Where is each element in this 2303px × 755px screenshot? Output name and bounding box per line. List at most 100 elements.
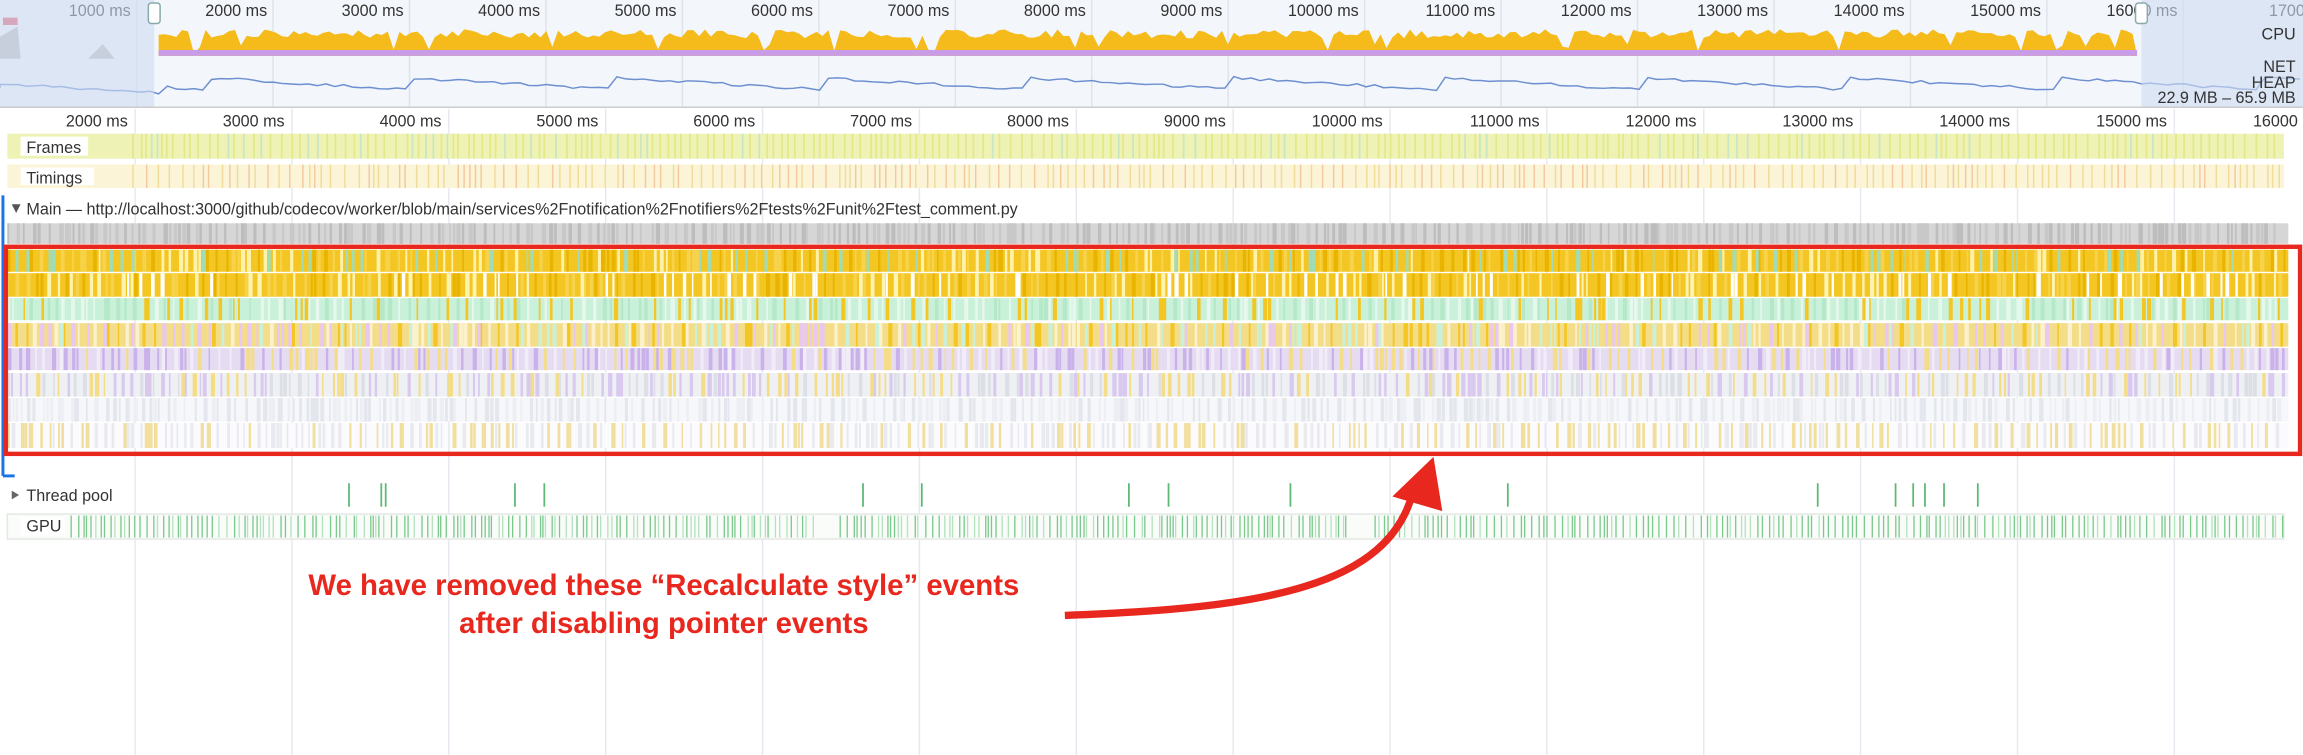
window-handle-right[interactable] [2134,2,2149,25]
flame-event [2056,273,2059,297]
flame-event [810,323,812,347]
timing [202,164,205,189]
flame-event [565,273,569,297]
flame-event [1055,273,1060,297]
flame-event [1342,273,1347,297]
flame-event [1904,249,1906,272]
flame-event [1273,273,1276,297]
flame-event [1836,348,1841,371]
flame-event [1432,373,1436,397]
flame-event [1876,298,1880,321]
flame-event [349,298,352,321]
flame-event [1963,398,1968,422]
flame-event [822,249,827,272]
gpu-event [471,515,473,538]
flame-event [932,373,935,397]
flame-event [478,249,482,272]
flame-event [793,249,797,272]
flame-event [586,398,591,422]
flame-event [2225,249,2229,272]
gpu-event [951,515,954,538]
window-handle-left[interactable] [147,2,161,25]
gpu-event [1342,515,1345,538]
frame [1042,133,1045,159]
gpu-event [1473,515,1475,538]
flame-event [1116,223,1118,244]
flame-event [1490,298,1494,321]
frame [1464,133,1466,159]
flame-event [1067,348,1072,371]
flame-event [1447,323,1451,347]
flame-event [28,423,34,448]
gpu-event [1151,515,1153,538]
flame-event [1055,348,1059,371]
flame-event [2189,348,2191,371]
flame-event [288,348,294,371]
flame-event [2036,323,2038,347]
expand-arrow[interactable] [11,204,21,213]
flame-event [861,249,866,272]
flame-event [1000,348,1003,371]
flame-event [517,348,519,371]
flame-event [1916,298,1920,321]
gpu-event [1729,515,1731,538]
timing [677,164,680,189]
flame-event [1898,273,1902,297]
flame-event [1552,348,1558,371]
thread-event [1912,483,1915,507]
flame-event [791,348,796,371]
gpu-event [1224,515,1227,538]
flame-event [396,373,399,397]
gpu-event [576,515,578,538]
flame-event [2230,348,2234,371]
flame-event [2074,223,2080,244]
flame-event [456,223,461,244]
gpu-event [801,515,804,538]
ruler-tick-label: 12000 ms [1626,112,1697,130]
flame-event [15,398,19,422]
gpu-event [304,515,306,538]
flame-event [2048,223,2053,244]
timing [480,164,482,189]
gpu-event [2202,515,2204,538]
flame-event [20,398,23,422]
timing [193,164,195,189]
flame-event [686,249,691,272]
flame-event [964,223,968,244]
gpu-event [1984,515,1986,538]
frame [1439,133,1442,159]
flame-event [1213,323,1216,347]
gpu-event [2173,515,2176,538]
flame-event [204,298,209,321]
flame-event [1995,223,1999,244]
frame [367,133,369,159]
flame-event [1506,348,1510,371]
collapse-arrow[interactable] [11,490,20,500]
gpu-event [1513,515,1515,538]
flame-event [2147,373,2152,397]
gpu-event [1611,515,1613,538]
flame-event [1769,373,1773,397]
flame-event [952,223,956,244]
flame-event [889,373,893,397]
flame-event [1083,249,1087,272]
thread-pool-label[interactable]: Thread pool [26,487,112,505]
flame-event [1790,298,1795,321]
flame-event [461,348,464,371]
flame-event [1118,298,1121,321]
flame-event [781,423,784,448]
flame-event [1708,249,1712,272]
flame-event [80,249,85,272]
flame-event [1528,323,1531,347]
flame-event [72,249,74,272]
flame-event [1089,323,1093,347]
flame-event [320,323,325,347]
gpu-event [1024,515,1027,538]
frame [1236,133,1238,159]
main-label[interactable]: Main — http://localhost:3000/github/code… [26,200,1018,218]
flame-event [1263,298,1268,321]
flame-event [711,398,714,422]
flame-event [656,273,659,297]
flame-event [1718,423,1722,448]
frame [1110,133,1112,159]
